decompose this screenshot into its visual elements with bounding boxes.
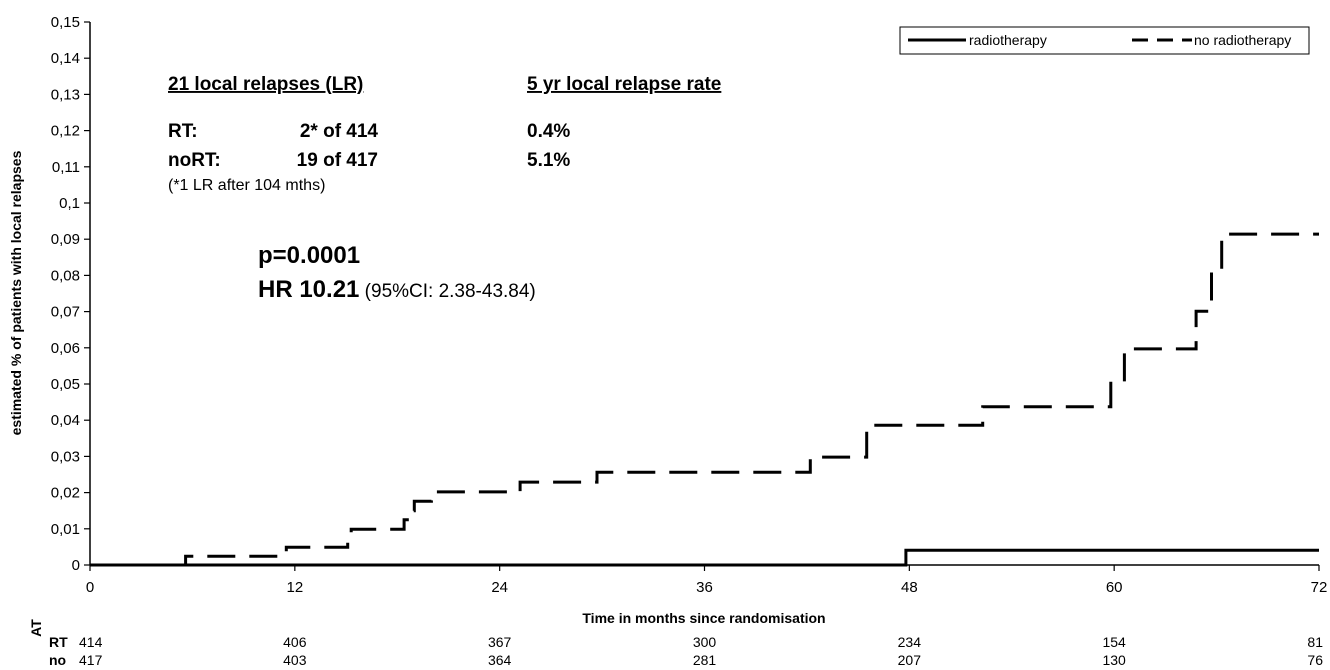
annotation-header-left: 21 local relapses (LR) xyxy=(168,74,363,95)
y-tick-label: 0,12 xyxy=(51,123,80,140)
y-tick-label: 0,1 xyxy=(59,195,80,212)
y-tick-label: 0 xyxy=(72,557,80,574)
y-tick-label: 0,15 xyxy=(51,14,80,31)
y-axis-title: estimated % of patients with local relap… xyxy=(8,150,24,435)
x-tick-label: 12 xyxy=(286,579,303,596)
x-tick-label: 60 xyxy=(1106,579,1123,596)
y-tick-label: 0,11 xyxy=(52,159,80,176)
x-axis-title: Time in months since randomisation xyxy=(582,610,825,626)
y-tick-label: 0,13 xyxy=(51,86,80,103)
y-axis-ticks: 0 0,01 0,02 0,03 0,04 0,05 0,06 0,07 0,08 0,09 0,1… xyxy=(51,14,90,574)
at-risk-row-label-rt: RT xyxy=(49,634,68,650)
x-tick-label: 0 xyxy=(86,579,94,596)
y-tick-label: 0,05 xyxy=(51,376,80,393)
at-risk-value: 154 xyxy=(1102,634,1126,650)
at-risk-value: 417 xyxy=(79,652,103,668)
y-tick-label: 0,04 xyxy=(51,412,80,429)
series-layer xyxy=(90,232,1319,567)
annotation-rt-count: 2* of 414 xyxy=(300,121,379,142)
at-risk-values: 414 406 367 300 234 154 81 417 403 364 281 207 130 76 xyxy=(79,634,1323,668)
at-risk-value: 207 xyxy=(898,652,922,668)
at-risk-value: 406 xyxy=(283,634,307,650)
legend: radiotherapy no radiotherapy xyxy=(899,26,1310,55)
at-risk-value: 300 xyxy=(693,634,717,650)
at-risk-value: 76 xyxy=(1307,652,1323,668)
annotation-rt-label: RT: xyxy=(168,121,198,142)
x-axis-ticks: 0 12 24 36 48 60 72 xyxy=(86,565,1328,596)
series-line-no-radiotherapy xyxy=(90,232,1319,567)
y-tick-label: 0,01 xyxy=(51,521,80,538)
y-tick-label: 0,07 xyxy=(51,304,80,321)
y-tick-label: 0,06 xyxy=(51,340,80,357)
x-tick-label: 24 xyxy=(491,579,508,596)
at-risk-value: 414 xyxy=(79,634,103,650)
x-tick-label: 72 xyxy=(1311,579,1328,596)
at-risk-value: 364 xyxy=(488,652,512,668)
at-risk-value: 130 xyxy=(1102,652,1126,668)
at-risk-value: 234 xyxy=(898,634,922,650)
y-tick-label: 0,03 xyxy=(51,448,80,465)
at-risk-value: 81 xyxy=(1307,634,1323,650)
annotation-p-value: p=0.0001 xyxy=(258,242,360,269)
annotation-header-right: 5 yr local relapse rate xyxy=(527,74,721,95)
series-line-radiotherapy xyxy=(90,548,1319,567)
annotation-nort-label: noRT: xyxy=(168,150,221,171)
y-tick-label: 0,08 xyxy=(51,267,80,284)
plot-area xyxy=(90,22,1319,565)
annotation-nort-count: 19 of 417 xyxy=(297,150,378,171)
y-tick-label: 0,09 xyxy=(51,231,80,248)
at-risk-row-label-no: no xyxy=(49,652,66,668)
annotation-hr-ci: (95%CI: 2.38-43.84) xyxy=(359,281,535,302)
annotation-block: 21 local relapses (LR) 5 yr local relaps… xyxy=(168,74,721,303)
annotation-hr: HR 10.21 (95%CI: 2.38-43.84) xyxy=(258,276,536,303)
annotation-rt-rate: 0.4% xyxy=(527,121,570,142)
at-risk-title: AT xyxy=(28,619,44,637)
x-tick-label: 48 xyxy=(901,579,918,596)
at-risk-value: 403 xyxy=(283,652,307,668)
legend-label-radiotherapy: radiotherapy xyxy=(969,32,1047,48)
at-risk-value: 281 xyxy=(693,652,717,668)
y-tick-label: 0,02 xyxy=(51,485,80,502)
annotation-footnote: (*1 LR after 104 mths) xyxy=(168,177,325,194)
legend-label-no-radiotherapy: no radiotherapy xyxy=(1194,32,1291,48)
at-risk-table: AT RT no 414 406 367 300 234 154 81 417 403 364 28… xyxy=(28,619,1323,668)
annotation-hr-bold: HR 10.21 xyxy=(258,276,359,303)
legend-box xyxy=(899,26,1310,55)
annotation-nort-rate: 5.1% xyxy=(527,150,570,171)
x-tick-label: 36 xyxy=(696,579,713,596)
y-tick-label: 0,14 xyxy=(51,50,80,67)
at-risk-value: 367 xyxy=(488,634,512,650)
